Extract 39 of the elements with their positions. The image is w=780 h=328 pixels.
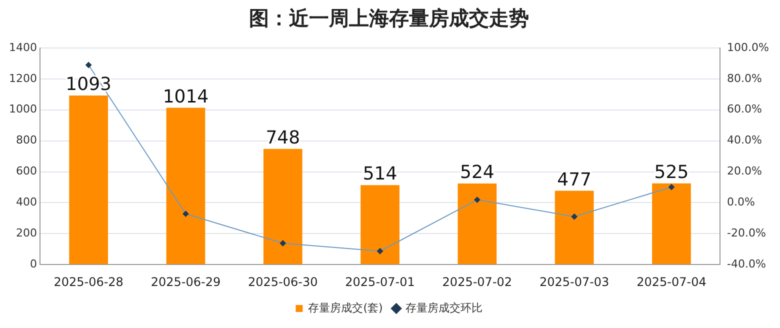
x-tick-label: 2025-06-29 — [150, 274, 221, 289]
chart-title: 图：近一周上海存量房成交走势 — [249, 6, 529, 30]
y-tick-label: 1400 — [8, 40, 37, 54]
legend-label: 存量房成交(套) — [308, 301, 383, 314]
y-tick-label: 800 — [16, 134, 37, 147]
y2-tick-label: 80.0% — [727, 72, 762, 85]
y-tick-label: 1200 — [8, 72, 37, 85]
y-tick-label: 0 — [30, 257, 37, 270]
y2-tick-label: 0.0% — [727, 196, 756, 209]
x-tick-label: 2025-06-28 — [54, 274, 124, 289]
bar — [458, 184, 497, 264]
data-label: 514 — [362, 164, 398, 185]
y2-tick-label: 60.0% — [727, 102, 762, 116]
y-tick-label: 200 — [16, 226, 37, 240]
x-tick-label: 2025-07-03 — [539, 274, 610, 289]
y2-tick-label: 40.0% — [727, 134, 762, 147]
bar — [263, 148, 302, 264]
x-tick-label: 2025-07-01 — [345, 274, 415, 289]
bar — [69, 96, 108, 264]
x-tick-label: 2025-06-30 — [248, 274, 318, 289]
y2-tick-label: -40.0% — [727, 257, 766, 270]
legend-label: 存量房成交环比 — [405, 301, 482, 314]
x-tick-label: 2025-07-02 — [442, 274, 512, 289]
data-label: 1014 — [162, 86, 209, 108]
y2-tick-label: 20.0% — [727, 164, 762, 178]
y2-tick-label: -20.0% — [727, 226, 766, 240]
y-tick-label: 600 — [16, 164, 37, 178]
bar — [652, 183, 691, 264]
bar — [166, 108, 206, 264]
data-label: 477 — [557, 169, 592, 190]
data-label: 525 — [654, 162, 689, 184]
bar — [360, 185, 400, 264]
y2-tick-label: 100.0% — [727, 40, 770, 54]
y-tick-label: 1000 — [8, 102, 37, 116]
data-label: 524 — [460, 162, 494, 184]
x-tick-label: 2025-07-04 — [636, 274, 706, 289]
data-label: 748 — [266, 128, 300, 149]
y-tick-label: 400 — [16, 196, 37, 209]
bar — [554, 190, 594, 264]
